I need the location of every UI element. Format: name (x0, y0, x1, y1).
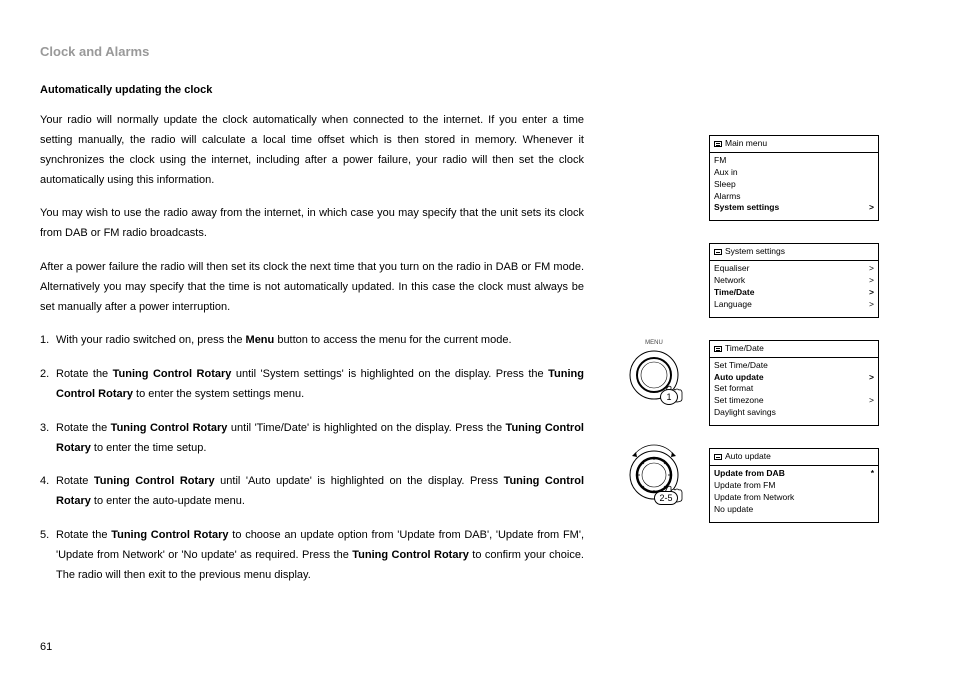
menu-item: Language > (710, 299, 878, 311)
list-icon (714, 141, 722, 147)
menu-item-label: Daylight savings (714, 407, 776, 419)
menu-knob-diagram: MENU 1 (624, 340, 684, 403)
menu-title: Main menu (725, 138, 767, 150)
menu-item: FM (710, 155, 878, 167)
knob-label: MENU (624, 340, 684, 346)
menu-header: Time/Date (710, 341, 878, 358)
menu-item-label: Network (714, 275, 745, 287)
menu-screen: Auto update Update from DAB * Update from F… (709, 448, 879, 522)
menu-item: No update (710, 504, 878, 516)
step-item: With your radio switched on, press the M… (40, 331, 584, 351)
menu-item-label: No update (714, 504, 753, 516)
menu-item-label: Equaliser (714, 263, 749, 275)
subsection-title: Automatically updating the clock (40, 81, 584, 101)
menu-item: Sleep (710, 179, 878, 191)
menu-item: Update from Network (710, 492, 878, 504)
menu-item-arrow: > (869, 275, 874, 287)
list-icon (714, 454, 722, 460)
menu-item-label: FM (714, 155, 726, 167)
step-item: Rotate Tuning Control Rotary until 'Auto… (40, 472, 584, 512)
section-title: Clock and Alarms (40, 40, 584, 63)
menu-item-arrow: > (869, 372, 874, 384)
menu-header: Auto update (710, 449, 878, 466)
menu-item-label: Auto update (714, 372, 764, 384)
step-badge: 1 (660, 389, 678, 405)
menu-item-label: Time/Date (714, 287, 754, 299)
menu-screens: Main menuFMAux inSleepAlarmsSystem setti… (709, 40, 879, 653)
page-number: 61 (40, 641, 52, 653)
menu-item: Set Time/Date (710, 360, 878, 372)
menu-item-label: Update from Network (714, 492, 794, 504)
menu-item: Set timezone > (710, 395, 878, 407)
menu-header: System settings (710, 244, 878, 261)
menu-item-label: Update from FM (714, 480, 775, 492)
menu-title: Auto update (725, 451, 771, 463)
step-item: Rotate the Tuning Control Rotary until '… (40, 419, 584, 459)
paragraph: Your radio will normally update the cloc… (40, 111, 584, 190)
menu-item-arrow: > (869, 202, 874, 214)
menu-item: Auto update > (710, 372, 878, 384)
step-item: Rotate the Tuning Control Rotary until '… (40, 365, 584, 405)
menu-screen: Time/Date Set Time/DateAuto update > Set fo… (709, 340, 879, 426)
menu-header: Main menu (710, 136, 878, 153)
menu-item-arrow: > (869, 263, 874, 275)
menu-item: Daylight savings (710, 407, 878, 419)
paragraph: After a power failure the radio will the… (40, 258, 584, 317)
menu-item-label: Update from DAB (714, 468, 785, 480)
menu-item-label: Set Time/Date (714, 360, 768, 372)
menu-item-arrow: > (869, 299, 874, 311)
menu-item-label: System settings (714, 202, 779, 214)
menu-screen: System settingsEqualiser>Network>Time/Da… (709, 243, 879, 317)
menu-item-label: Aux in (714, 167, 738, 179)
menu-item-label: Set format (714, 383, 753, 395)
menu-title: System settings (725, 246, 785, 258)
menu-item: Update from FM (710, 480, 878, 492)
menu-item-label: Alarms (714, 191, 740, 203)
menu-item: Update from DAB * (710, 468, 878, 480)
paragraph: You may wish to use the radio away from … (40, 204, 584, 244)
menu-item: Network > (710, 275, 878, 287)
menu-title: Time/Date (725, 343, 764, 355)
menu-item: Set format (710, 383, 878, 395)
list-icon (714, 346, 722, 352)
menu-item-label: Language (714, 299, 752, 311)
menu-item-arrow: * (871, 468, 874, 480)
menu-item: Equaliser > (710, 263, 878, 275)
menu-item: Alarms (710, 191, 878, 203)
menu-item-arrow: > (869, 395, 874, 407)
step-list: With your radio switched on, press the M… (40, 331, 584, 585)
step-badge: 2-5 (654, 491, 678, 505)
menu-item-label: Set timezone (714, 395, 764, 407)
menu-item: Aux in (710, 167, 878, 179)
menu-item-label: Sleep (714, 179, 736, 191)
menu-screen: Main menu FMAux inSleepAlarmsSystem setti… (709, 135, 879, 221)
list-icon (714, 249, 722, 255)
menu-item: Time/Date > (710, 287, 878, 299)
tuning-knob-diagram: 2-5 (624, 443, 684, 503)
document-body: Clock and Alarms Automatically updating … (40, 40, 584, 653)
menu-item-arrow: > (869, 287, 874, 299)
step-item: Rotate the Tuning Control Rotary to choo… (40, 526, 584, 585)
menu-item: System settings > (710, 202, 878, 214)
